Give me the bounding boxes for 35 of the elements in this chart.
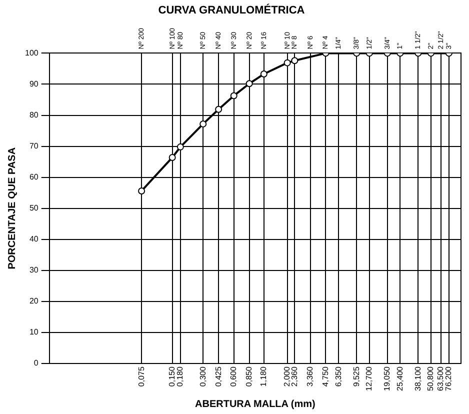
y-axis-title: PORCENTAJE QUE PASA (6, 147, 18, 270)
x-tick-label: 0,075 (136, 366, 146, 387)
y-tick-label: 30 (29, 266, 39, 275)
x-tick-label: 25,400 (395, 366, 404, 391)
x-tick-label: 0,300 (198, 366, 208, 387)
x-tick-label: 0,425 (214, 366, 223, 387)
x-tick-label: 4,750 (320, 366, 330, 387)
y-tick-label: 10 (29, 328, 39, 337)
x-tick-label: 50,800 (426, 366, 436, 391)
y-tick-label: 70 (29, 142, 39, 151)
y-tick-label: 40 (29, 234, 39, 244)
x-tick-label: 0,850 (244, 366, 254, 387)
x-tick-label: 19,050 (382, 366, 392, 391)
x-tick-label: 0,180 (176, 366, 185, 387)
x-tick-label: 2,360 (290, 366, 299, 387)
x-tick-label: 76,200 (444, 366, 454, 391)
y-tick-label: 60 (29, 172, 39, 182)
x-tick-label: 6,350 (334, 366, 343, 387)
y-tick-label: 90 (29, 79, 39, 88)
x-tick-label: 63,500 (436, 366, 446, 391)
chart-title: CURVA GRANULOMÉTRICA (158, 4, 305, 17)
x-tick-label: 0,600 (229, 366, 238, 387)
x-tick-label: 2,000 (282, 366, 292, 387)
y-tick-label: 0 (34, 358, 39, 368)
y-tick-label: 80 (29, 110, 39, 120)
x-axis-title: ABERTURA MALLA (mm) (194, 398, 316, 410)
x-tick-label: 3,360 (306, 366, 315, 387)
y-tick-label: 100 (24, 48, 39, 58)
x-tick-label: 1,180 (259, 366, 268, 387)
x-tick-label: 9,525 (352, 366, 361, 387)
x-tick-label: 0,150 (168, 366, 177, 387)
y-tick-label: 20 (29, 296, 39, 306)
x-tick-label: 12,700 (364, 366, 374, 391)
y-tick-label: 50 (29, 204, 39, 213)
x-tick-label: 38,100 (413, 366, 422, 391)
